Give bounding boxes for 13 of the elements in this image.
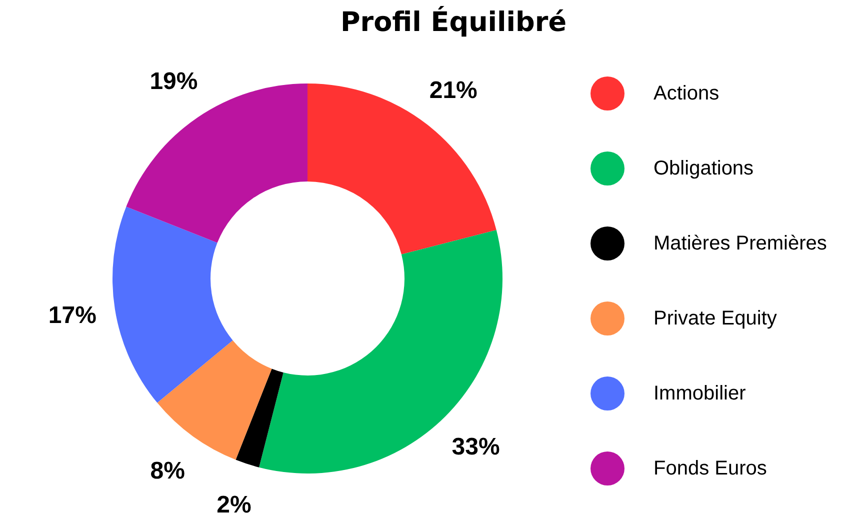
data-label: 19% bbox=[150, 68, 198, 96]
chart-title: Profil Équilibré bbox=[340, 5, 567, 38]
data-label: 33% bbox=[452, 433, 500, 460]
data-label: 17% bbox=[48, 302, 96, 330]
legend-label: Fonds Euros bbox=[654, 458, 767, 480]
legend-label: Actions bbox=[654, 82, 720, 104]
legend-label: Immobilier bbox=[654, 382, 746, 404]
data-label: 21% bbox=[429, 76, 478, 104]
legend-label: Obligations bbox=[654, 158, 754, 180]
data-label: 2% bbox=[216, 491, 252, 518]
data-label: 8% bbox=[150, 458, 185, 485]
legend-label: Matières Premières bbox=[654, 232, 827, 254]
legend-label: Private Equity bbox=[654, 308, 777, 330]
